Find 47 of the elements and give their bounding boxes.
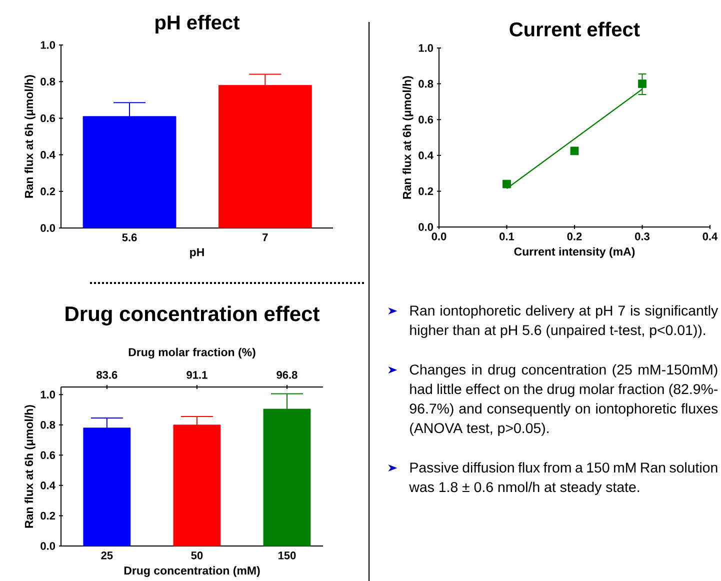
chart-title: Drug concentration effect bbox=[66, 306, 320, 326]
x-tick-label: 150 bbox=[278, 552, 296, 560]
y-tick-label: 0.4 bbox=[418, 152, 434, 160]
annotation: 83.6 bbox=[96, 371, 118, 379]
y-axis-title: Ran flux at 6h (μmol/h) bbox=[24, 75, 36, 198]
x2-axis-title: Drug molar fraction (%) bbox=[128, 348, 256, 359]
y-axis-title: Ran flux at 6h (μmol/h) bbox=[402, 76, 414, 199]
y-tick-label: 0.0 bbox=[418, 223, 434, 231]
y-tick-label: 0.2 bbox=[418, 187, 434, 196]
y-tick-label: 0.0 bbox=[40, 224, 56, 232]
y-tick-label: 1.0 bbox=[40, 390, 56, 398]
y-tick-label: 0.8 bbox=[40, 78, 56, 86]
text: Passive diffusion flux from a 150 mM Ran solution was 1.8 ± 0.6 nmol/h at steady state. bbox=[409, 462, 718, 495]
x-tick-label: 50 bbox=[191, 552, 203, 560]
point bbox=[570, 146, 579, 156]
x-tick-label: 0.3 bbox=[635, 232, 650, 240]
y-tick-label: 0.8 bbox=[40, 420, 56, 429]
chart-title: pH effect bbox=[156, 14, 240, 34]
text: Ran iontophoretic delivery at pH 7 is significantly higher than at pH 5.6 (unpaired t-test, p<0.01)). bbox=[410, 305, 718, 338]
point bbox=[638, 80, 646, 88]
y-tick-label: 0.8 bbox=[418, 80, 434, 88]
y-tick-label: 0.6 bbox=[418, 116, 434, 124]
y-tick-label: 0.2 bbox=[40, 188, 56, 196]
x-tick-label: 0.0 bbox=[432, 232, 446, 240]
x-axis-title: Current intensity (mA) bbox=[514, 247, 635, 258]
y-tick-label: 0.6 bbox=[40, 114, 56, 122]
text: Changes in drug concentration (25 mM-150mM) had little effect on the drug molar fraction (82.9%-96.7%) and consequently on iontophoretic fluxes (ANOVA test, p>0.05). bbox=[410, 364, 718, 436]
y-tick-label: 0.0 bbox=[40, 542, 56, 550]
x-tick-label: 0.1 bbox=[500, 232, 514, 240]
y-tick-label: 0.4 bbox=[40, 150, 56, 159]
x-axis-title: pH bbox=[190, 248, 204, 258]
y-tick-label: 0.2 bbox=[40, 512, 56, 520]
y-axis-title: Ran flux at 6h (μmol/h) bbox=[24, 405, 36, 528]
chart-title: Current effect bbox=[510, 22, 640, 36]
y-tick-label: 1.0 bbox=[418, 44, 434, 52]
y-tick-label: 0.4 bbox=[40, 482, 56, 490]
x-tick-label: 7 bbox=[262, 234, 268, 242]
x-tick-label: 25 bbox=[101, 552, 113, 560]
y-tick-label: 0.6 bbox=[40, 451, 56, 460]
x-tick-label: 0.2 bbox=[567, 232, 582, 240]
x-tick-label: 0.4 bbox=[702, 232, 718, 240]
point bbox=[502, 180, 511, 188]
x-tick-label: 5.6 bbox=[122, 234, 137, 242]
annotation: 91.1 bbox=[186, 371, 208, 379]
x-axis-title: Drug concentration (mM) bbox=[124, 566, 260, 577]
y-tick-label: 1.0 bbox=[40, 41, 56, 49]
annotation: 96.8 bbox=[276, 371, 298, 379]
